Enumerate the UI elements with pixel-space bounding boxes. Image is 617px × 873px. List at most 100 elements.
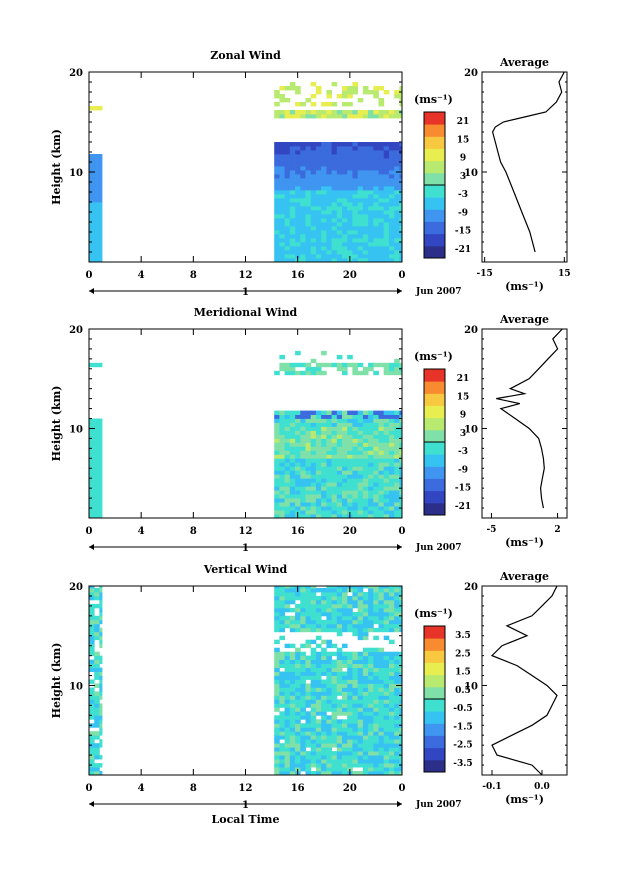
heatmap-cell [347,442,353,447]
heatmap-cell [357,759,364,764]
heatmap-cell [94,767,100,772]
heatmap-cell [368,254,374,259]
heatmap-cell [300,430,306,435]
heatmap-cell [383,178,390,183]
heatmap-cell [331,478,338,483]
heatmap-cell [305,222,312,227]
heatmap-cell [279,615,285,621]
heatmap-cell [326,194,332,199]
heatmap-cell [352,450,358,455]
heatmap-cell [315,206,322,211]
heatmap-cell [347,410,353,415]
heatmap-cell [300,514,306,519]
heatmap-cell [352,246,358,251]
heatmap-cell [315,142,322,147]
heatmap-cell [357,651,364,657]
heatmap-cell [99,182,103,187]
heatmap-cell [399,611,403,617]
heatmap-cell [378,426,385,431]
heatmap-cell [326,466,332,471]
heatmap-cell [399,174,403,179]
colorbar-tick-label: 15 [457,135,470,145]
heatmap-cell [399,182,403,187]
heatmap-cell [310,763,317,768]
heatmap-cell [336,747,343,752]
heatmap-cell [289,422,296,427]
heatmap-cell [373,218,379,223]
heatmap-cell [389,755,395,760]
heatmap-cell [289,202,296,207]
heatmap-cell [289,619,296,625]
heatmap-cell [295,659,301,664]
heatmap-cell [347,246,353,251]
heatmap-cell [284,242,291,247]
y-axis-label: Height (km) [50,643,63,719]
heatmap-cell [389,158,395,163]
heatmap-cell [310,250,317,255]
profile-x-tick-label: -15 [477,269,493,279]
heatmap-cell [368,190,374,195]
heatmap-cell [373,611,379,617]
heatmap-cell [389,170,395,175]
heatmap-cell [274,450,280,455]
heatmap-cell [373,178,379,183]
colorbar-tick-label: 21 [457,374,470,384]
heatmap-cell [368,458,374,463]
heatmap-cell [394,482,400,487]
heatmap-cell [399,659,403,664]
heatmap-cell [305,230,312,235]
heatmap-cell [342,414,348,419]
heatmap-cell [336,727,343,732]
heatmap-cell [378,258,385,263]
heatmap-cell [383,182,390,187]
colorbar-swatch [424,369,445,382]
heatmap-cell [326,731,332,736]
heatmap-cell [284,490,291,495]
heatmap-cell [336,683,343,688]
heatmap-cell [274,747,280,752]
heatmap-cell [394,615,400,621]
heatmap-cell [289,478,296,483]
heatmap-cell [279,366,285,372]
heatmap-cell [352,719,358,724]
heatmap-cell [326,514,332,519]
heatmap-cell [89,731,95,736]
heatmap-cell [279,434,285,439]
heatmap-cell [284,603,291,609]
heatmap-cell [315,671,322,676]
heatmap-cell [368,623,374,629]
heatmap-cell [399,146,403,151]
heatmap-cell [362,615,369,621]
heatmap-cell [373,675,379,680]
heatmap-cell [399,162,403,167]
heatmap-cell [362,647,369,653]
heatmap-cell [295,739,301,744]
heatmap-cell [279,490,285,495]
heatmap-cell [279,450,285,455]
heatmap-cell [310,478,317,483]
heatmap-cell [389,162,395,167]
heatmap-cell [89,735,95,740]
heatmap-cell [321,595,327,601]
heatmap-cell [362,743,369,748]
heatmap-cell [289,458,296,463]
heatmap-cell [295,418,301,423]
profile-unit: (ms⁻¹) [505,536,544,549]
heatmap-cell [274,178,280,183]
heatmap-cell [310,655,317,660]
heatmap-cell [331,663,338,668]
heatmap-cell [331,178,338,183]
heatmap-cell [399,470,403,475]
heatmap-cell [373,655,379,660]
heatmap-cell [352,486,358,491]
heatmap-cell [315,154,322,159]
heatmap-cell [373,603,379,609]
heatmap-cell [89,679,95,684]
heatmap-cell [373,446,379,451]
heatmap-cell [279,410,285,415]
heatmap-cell [347,114,353,119]
heatmap-cell [274,426,280,431]
heatmap-cell [347,482,353,487]
heatmap-cell [274,102,280,107]
